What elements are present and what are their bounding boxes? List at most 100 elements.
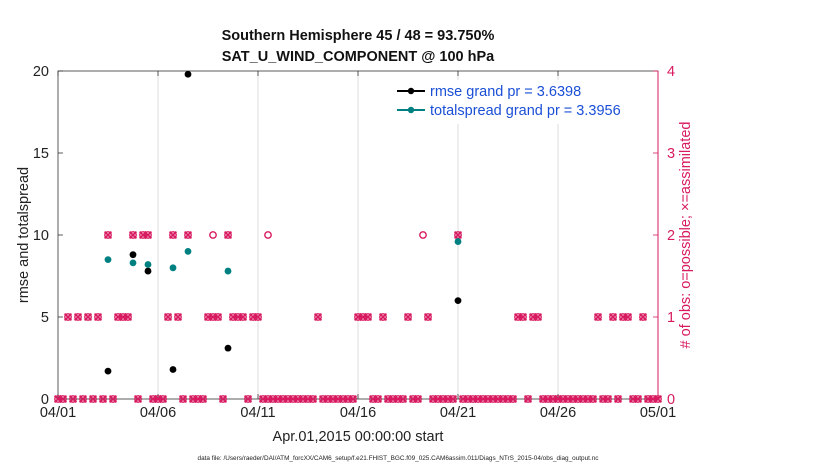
obs-assimilated-marker: [88, 394, 98, 404]
legend-totalspread-label: totalspread grand pr = 3.3956: [430, 103, 621, 119]
x-tick-label: 05/01: [640, 405, 676, 421]
obs-possible-marker: [459, 395, 467, 403]
obs-possible-marker: [649, 395, 657, 403]
totalspread-point: [104, 256, 112, 263]
obs-assimilated-marker: [98, 394, 108, 404]
obs-assimilated-marker: [308, 394, 318, 404]
obs-possible-marker: [279, 395, 287, 403]
obs-possible-marker: [59, 395, 67, 403]
obs-assimilated-marker: [423, 312, 433, 322]
obs-possible-marker: [199, 395, 207, 403]
obs-possible-marker: [334, 395, 342, 403]
obs-assimilated-marker: [103, 230, 113, 240]
obs-possible-marker: [419, 231, 427, 239]
obs-assimilated-marker: [173, 312, 183, 322]
obs-possible-marker: [359, 313, 367, 321]
y2-tick-label: 3: [667, 146, 675, 162]
totalspread-point: [454, 238, 462, 245]
obs-possible-marker: [494, 395, 502, 403]
obs-possible-marker: [259, 395, 267, 403]
obs-possible-marker: [154, 395, 162, 403]
obs-assimilated-marker: [183, 230, 193, 240]
x-tick-label: 04/16: [340, 405, 376, 421]
obs-assimilated-marker: [168, 230, 178, 240]
obs-assimilated-marker: [128, 230, 138, 240]
obs-assimilated-marker: [238, 312, 248, 322]
obs-assimilated-marker: [593, 312, 603, 322]
obs-possible-marker: [339, 395, 347, 403]
tick-layer: 04/01 04/06 04/11 04/16 04/21 04/26 05/0105101…: [33, 64, 676, 421]
y2-tick-label: 4: [667, 64, 675, 80]
obs-assimilated-marker: [243, 394, 253, 404]
x-tick-label: 04/01: [40, 405, 76, 421]
obs-layer: [53, 230, 663, 404]
obs-possible-marker: [614, 395, 622, 403]
obs-possible-marker: [539, 395, 547, 403]
y-tick-label: 20: [33, 64, 49, 80]
legend-rmse-label: rmse grand pr = 3.6398: [430, 84, 581, 100]
obs-possible-marker: [134, 395, 142, 403]
obs-possible-marker: [524, 395, 532, 403]
obs-possible-marker: [654, 395, 662, 403]
obs-possible-marker: [99, 395, 107, 403]
obs-possible-marker: [569, 395, 577, 403]
totalspread-point: [129, 259, 137, 267]
obs-possible-marker: [349, 395, 357, 403]
obs-assimilated-marker: [58, 394, 68, 404]
obs-possible-marker: [64, 313, 72, 321]
obs-possible-marker: [369, 395, 377, 403]
y-tick-label: 0: [41, 392, 49, 408]
obs-possible-marker: [519, 313, 527, 321]
totalspread-point: [169, 264, 177, 272]
obs-possible-marker: [109, 395, 117, 403]
chart-title-line-2: SAT_U_WIND_COMPONENT @ 100 hPa: [222, 49, 495, 65]
obs-possible-marker: [74, 313, 82, 321]
legend: rmse grand pr = 3.6398 totalspread grand…: [390, 80, 652, 124]
obs-possible-marker: [89, 395, 97, 403]
x-tick-label: 04/11: [240, 405, 275, 421]
obs-possible-marker: [104, 231, 112, 239]
obs-assimilated-marker: [348, 394, 358, 404]
obs-possible-marker: [139, 231, 147, 239]
obs-assimilated-marker: [73, 312, 83, 322]
obs-assimilated-marker: [313, 312, 323, 322]
obs-possible-marker: [479, 395, 487, 403]
obs-possible-marker: [424, 313, 432, 321]
obs-assimilated-marker: [63, 312, 73, 322]
obs-possible-marker: [119, 313, 127, 321]
footer-data-file: data file: /Users/raeder/DAI/ATM_forcXX/…: [198, 455, 600, 462]
y2-tick-label: 0: [667, 392, 675, 408]
obs-possible-marker: [224, 231, 232, 239]
obs-possible-marker: [544, 395, 552, 403]
obs-possible-marker: [599, 395, 607, 403]
obs-assimilated-marker: [133, 394, 143, 404]
obs-possible-marker: [239, 313, 247, 321]
rmse-point: [144, 267, 152, 275]
obs-possible-marker: [644, 395, 652, 403]
obs-possible-marker: [399, 395, 407, 403]
obs-possible-marker: [204, 313, 212, 321]
obs-possible-marker: [589, 395, 597, 403]
obs-possible-marker: [264, 395, 272, 403]
obs-possible-marker: [559, 395, 567, 403]
obs-possible-marker: [169, 231, 177, 239]
obs-possible-marker: [319, 395, 327, 403]
obs-possible-marker: [604, 395, 612, 403]
obs-possible-marker: [79, 395, 87, 403]
obs-assimilated-marker: [413, 394, 423, 404]
obs-assimilated-marker: [83, 312, 93, 322]
obs-possible-marker: [149, 395, 157, 403]
obs-assimilated-marker: [523, 394, 533, 404]
obs-possible-marker: [54, 395, 62, 403]
obs-possible-marker: [304, 395, 312, 403]
obs-possible-marker: [144, 231, 152, 239]
rmse-point: [169, 366, 177, 373]
obs-assimilated-marker: [378, 312, 388, 322]
obs-assimilated-marker: [588, 394, 598, 404]
obs-possible-marker: [364, 313, 372, 321]
obs-possible-marker: [269, 395, 277, 403]
y2-tick-label: 1: [667, 310, 675, 326]
obs-assimilated-marker: [163, 312, 173, 322]
obs-assimilated-marker: [198, 394, 208, 404]
obs-possible-marker: [84, 313, 92, 321]
